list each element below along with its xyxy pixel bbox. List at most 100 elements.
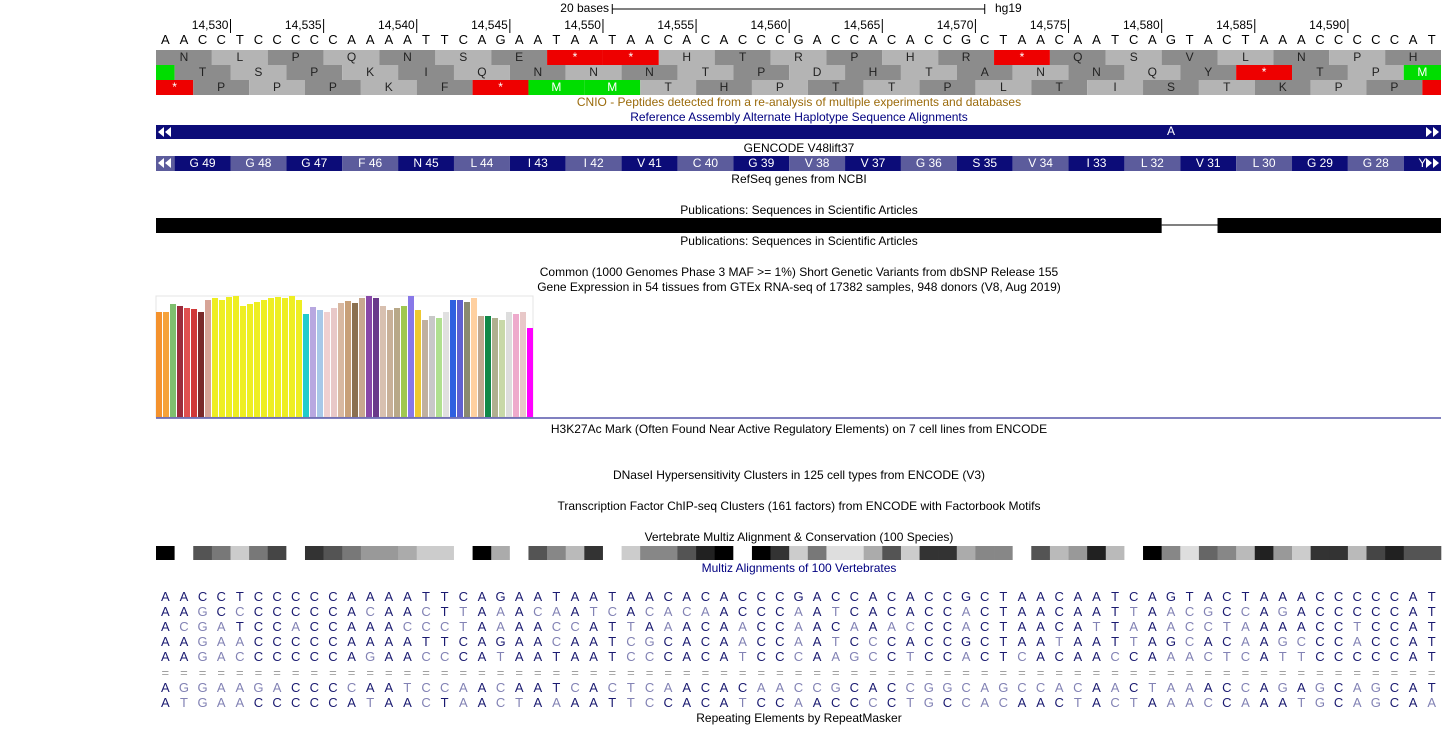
gtex-bar xyxy=(513,314,519,417)
conservation-cell xyxy=(304,546,324,560)
exon-codon xyxy=(1180,156,1237,171)
conservation-cell xyxy=(640,546,660,560)
codon xyxy=(789,65,846,80)
conservation-cell xyxy=(342,546,362,560)
amino-acid: * xyxy=(172,80,177,94)
ruler-label: 14,545 xyxy=(471,18,508,32)
conservation-cell xyxy=(1049,546,1069,560)
amino-acid: N xyxy=(403,50,412,64)
codon xyxy=(900,65,957,80)
conservation-cell xyxy=(1366,546,1386,560)
gtex-bar xyxy=(191,309,197,417)
strand-arrows xyxy=(158,127,1439,137)
codon xyxy=(156,65,175,80)
codon xyxy=(1385,50,1441,65)
track-title: RefSeq genes from NCBI xyxy=(731,172,866,186)
publication-block xyxy=(1217,218,1441,233)
gtex-bar xyxy=(170,304,176,417)
codon xyxy=(696,80,752,95)
codon xyxy=(249,80,305,95)
conservation-cell xyxy=(919,546,939,560)
exon-codon xyxy=(1124,156,1181,171)
exon-label: V 31 xyxy=(1196,156,1221,170)
gtex-bar xyxy=(422,320,428,417)
conservation-cell xyxy=(1310,546,1330,560)
assembly-label: hg19 xyxy=(995,1,1022,15)
amino-acid: P xyxy=(292,50,300,64)
gtex-bar xyxy=(156,312,162,417)
exon-label: G 48 xyxy=(245,156,271,170)
codon xyxy=(193,80,250,95)
arrow xyxy=(158,158,164,168)
amino-acid: N xyxy=(645,65,654,79)
amino-acid: T xyxy=(702,65,710,79)
gtex-bar xyxy=(394,308,400,417)
gtex-bar xyxy=(478,316,484,417)
exon-label: G 47 xyxy=(301,156,327,170)
exon-codon xyxy=(1292,156,1348,171)
codon xyxy=(1105,50,1162,65)
conservation-cell xyxy=(416,546,436,560)
conservation-cell xyxy=(1273,546,1293,560)
exon-codon xyxy=(789,156,846,171)
amino-acid: D xyxy=(813,65,822,79)
scale-label: 20 bases xyxy=(560,1,609,15)
track-title: Publications: Sequences in Scientific Ar… xyxy=(680,234,917,248)
amino-acid: P xyxy=(310,65,318,79)
amino-acid: M xyxy=(607,80,617,94)
conservation-cell xyxy=(696,546,715,560)
exon-codon xyxy=(900,156,957,171)
codon xyxy=(1347,65,1404,80)
gtex-bar xyxy=(184,308,190,417)
amino-acid: S xyxy=(1130,50,1138,64)
amino-acid: S xyxy=(1167,80,1175,94)
ruler-label: 14,590 xyxy=(1309,18,1346,32)
exon-label: I 43 xyxy=(528,156,548,170)
track-title: Gene Expression in 54 tissues from GTEx … xyxy=(537,280,1061,294)
exon-codon xyxy=(1347,156,1404,171)
amino-acid: P xyxy=(273,80,281,94)
codon xyxy=(304,80,361,95)
amino-acid: P xyxy=(1390,80,1398,94)
exon-label: G 36 xyxy=(916,156,942,170)
codon xyxy=(342,65,399,80)
gtex-bar xyxy=(429,316,435,417)
codon xyxy=(1422,80,1441,95)
conservation-cell xyxy=(193,546,213,560)
codon xyxy=(1161,50,1218,65)
conservation-cell xyxy=(1236,546,1256,560)
conservation-cell xyxy=(211,546,231,560)
conservation-cell xyxy=(677,546,697,560)
conservation-cell xyxy=(267,546,287,560)
codon xyxy=(640,80,697,95)
track-title: Multiz Alignments of 100 Vertebrates xyxy=(702,561,897,575)
conservation-cell xyxy=(491,546,511,560)
conservation-cell xyxy=(1385,546,1405,560)
amino-acid: T xyxy=(832,80,840,94)
amino-acid: H xyxy=(1409,50,1418,64)
codon xyxy=(807,80,864,95)
conservation-cell xyxy=(1180,546,1200,560)
amino-acid: N xyxy=(1297,50,1306,64)
codon xyxy=(398,65,454,80)
amino-acid: V xyxy=(1186,50,1194,64)
gtex-bar xyxy=(520,312,526,417)
ruler-label: 14,550 xyxy=(564,18,601,32)
gtex-bar xyxy=(485,316,491,417)
gtex-bar xyxy=(282,298,288,417)
amino-acid: L xyxy=(1000,80,1007,94)
conservation-cell xyxy=(882,546,902,560)
exon-label: Y xyxy=(1418,156,1426,170)
codon xyxy=(491,50,548,65)
amino-acid: T xyxy=(1056,80,1064,94)
codon xyxy=(1143,80,1199,95)
gtex-bar xyxy=(205,300,211,417)
conservation-cell xyxy=(1068,546,1088,560)
exon-codon xyxy=(621,156,678,171)
amino-acid: K xyxy=(1279,80,1287,94)
codon xyxy=(156,50,212,65)
exon-codon xyxy=(453,156,510,171)
